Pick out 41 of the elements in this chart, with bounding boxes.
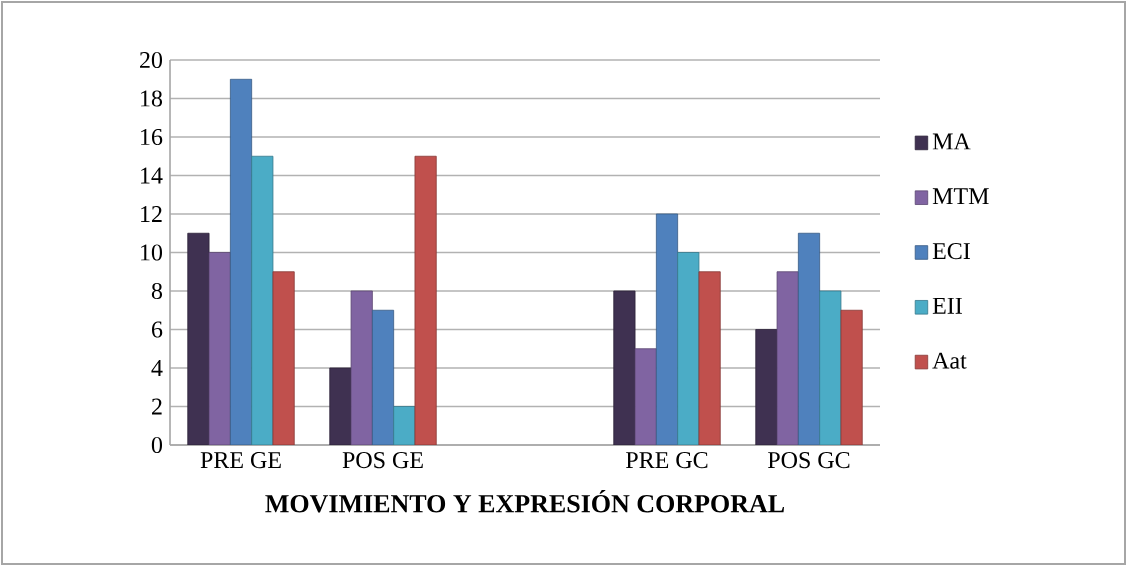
- legend-label: MTM: [932, 188, 989, 205]
- x-tick-label: PRE GE: [200, 452, 281, 469]
- y-tick-label: 2: [152, 398, 162, 415]
- bar: [677, 252, 700, 445]
- bar: [272, 271, 295, 445]
- y-tick-label: 12: [141, 206, 162, 222]
- bar: [655, 213, 679, 445]
- legend-label: MA: [932, 133, 971, 150]
- bar: [187, 232, 210, 445]
- bar: [393, 406, 416, 445]
- bar: [229, 78, 253, 445]
- y-tick-label: 18: [141, 90, 163, 107]
- bar: [840, 309, 863, 445]
- y-tick-label: 0: [151, 436, 163, 454]
- bar: [329, 367, 352, 445]
- bar: [776, 271, 799, 445]
- bar: [819, 290, 842, 445]
- x-tick-label: PRE GC: [626, 452, 708, 469]
- bar: [797, 232, 821, 445]
- bar: [208, 252, 231, 445]
- bar: [251, 155, 274, 445]
- y-tick-label: 8: [151, 282, 163, 300]
- x-tick-label: POS GE: [342, 452, 423, 469]
- y-tick-label: 16: [141, 128, 163, 146]
- y-tick-label: 4: [151, 360, 163, 376]
- y-tick-label: 14: [141, 167, 163, 184]
- bar: [634, 348, 657, 445]
- y-tick-label: 6: [151, 321, 163, 338]
- bar: [698, 271, 721, 445]
- y-tick-label: 10: [141, 244, 163, 261]
- legend-label: EII: [932, 297, 962, 314]
- bar: [613, 290, 636, 445]
- y-tick-label: 20: [140, 51, 163, 69]
- x-tick-label: POS GC: [768, 452, 850, 469]
- legend-label: ECI: [932, 243, 970, 260]
- legend-label: Aat: [932, 352, 967, 369]
- bar: [414, 155, 437, 445]
- bar: [371, 309, 395, 445]
- bar: [350, 290, 373, 445]
- x-axis-title: MOVIMIENTO Y EXPRESIÓN CORPORAL: [265, 489, 784, 513]
- bar: [755, 329, 778, 445]
